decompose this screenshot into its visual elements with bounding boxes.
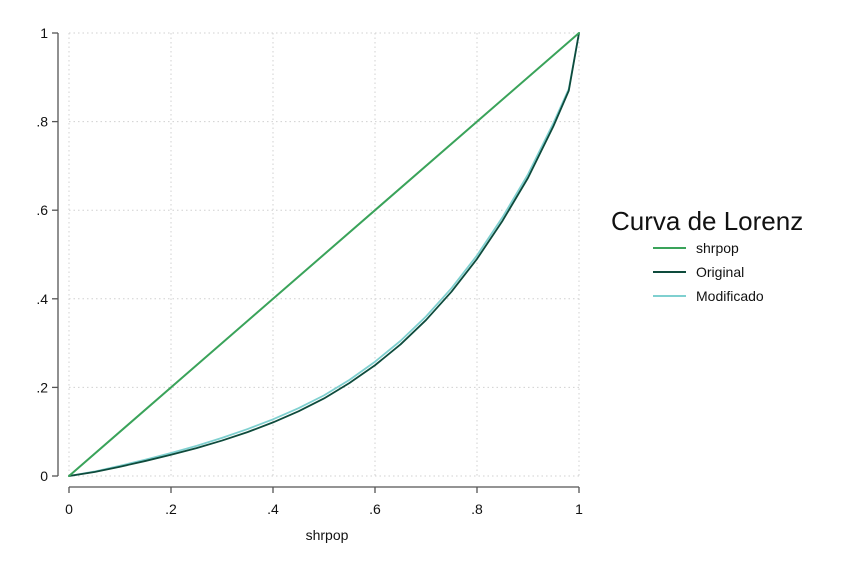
axes: [52, 32, 580, 493]
y-tick-label: .6: [36, 202, 48, 218]
x-tick-label: 1: [575, 501, 583, 517]
x-tick-label: .8: [471, 501, 483, 517]
legend-label: Modificado: [696, 288, 764, 304]
legend-label: shrpop: [696, 240, 739, 256]
legend-title: Curva de Lorenz: [611, 206, 803, 236]
series-line-original: [68, 32, 580, 477]
legend-items: shrpop Original Modificado: [653, 240, 764, 304]
y-tick-label: 1: [40, 25, 48, 41]
tick-labels: 0 .2 .4 .6 .8 1 0 .2 .4 .6 .8 1: [36, 25, 583, 517]
series-lines: [68, 32, 580, 477]
x-tick-label: .2: [165, 501, 177, 517]
x-tick-label: 0: [65, 501, 73, 517]
y-tick-label: .2: [36, 379, 48, 395]
y-tick-label: .8: [36, 114, 48, 130]
x-tick-label: .4: [267, 501, 279, 517]
series-line-modificado: [68, 32, 580, 477]
y-tick-label: 0: [40, 468, 48, 484]
grid: [68, 32, 580, 477]
legend-label: Original: [696, 264, 744, 280]
x-axis-title: shrpop: [306, 527, 349, 543]
legend: Curva de Lorenz shrpop Original Modificado: [611, 206, 803, 304]
x-tick-label: .6: [369, 501, 381, 517]
series-line-shrpop: [68, 32, 580, 477]
y-tick-label: .4: [36, 291, 48, 307]
